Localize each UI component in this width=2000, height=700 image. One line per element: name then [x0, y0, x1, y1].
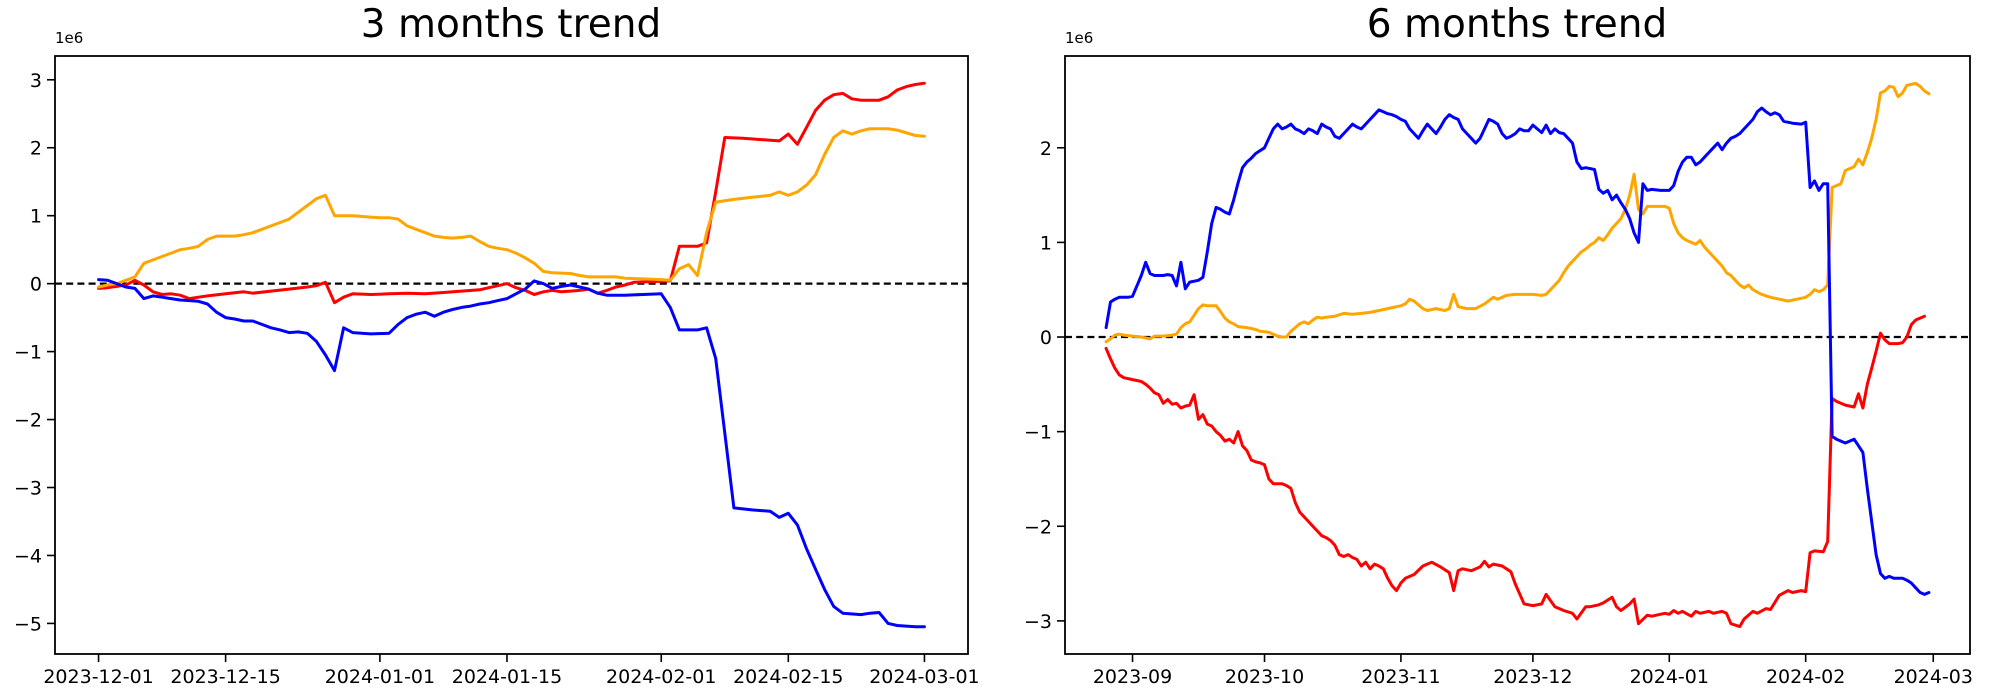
y-tick-label: 3 [30, 70, 42, 92]
y-tick-label: −4 [14, 545, 42, 567]
y-axis-offset-label-right: 1e6 [1065, 29, 1094, 47]
y-tick-label: −2 [1024, 516, 1052, 538]
y-tick-label: 1 [1040, 232, 1052, 254]
x-tick-label: 2024-03 [1894, 666, 1973, 688]
axes-border [54, 55, 969, 655]
y-tick-label: −3 [14, 478, 42, 500]
chart-title-3-months: 3 months trend [360, 2, 662, 47]
x-tick-label: 2023-11 [1361, 666, 1440, 688]
y-tick-label: −5 [14, 613, 42, 635]
series-line-blue [97, 278, 926, 629]
x-tick-label: 2024-02-01 [606, 666, 716, 688]
axes-border [1064, 55, 1971, 655]
series-line-red [97, 81, 926, 305]
x-tick-label: 2024-03-01 [869, 666, 979, 688]
x-tick-label: 2023-12 [1493, 666, 1572, 688]
series-line-orange [1104, 81, 1931, 344]
y-tick-label: 1 [30, 206, 42, 228]
y-tick-label: −2 [14, 410, 42, 432]
y-tick-label: 2 [30, 138, 42, 160]
chart-title-6-months: 6 months trend [1366, 2, 1668, 47]
y-tick-label: −1 [1024, 422, 1052, 444]
y-tick-label: −3 [1024, 611, 1052, 633]
y-tick-label: −1 [14, 342, 42, 364]
series-line-orange [97, 127, 926, 289]
x-tick-label: 2023-12-01 [43, 666, 153, 688]
y-tick-label: 0 [1040, 327, 1052, 349]
series-line-red [1104, 314, 1926, 629]
y-tick-label: 0 [30, 274, 42, 296]
x-tick-label: 2023-12-15 [170, 666, 280, 688]
x-tick-label: 2024-01 [1630, 666, 1709, 688]
y-tick-label: 2 [1040, 138, 1052, 160]
x-tick-label: 2024-01-01 [325, 666, 435, 688]
x-tick-label: 2024-02-15 [733, 666, 843, 688]
y-axis-offset-label-left: 1e6 [55, 29, 84, 47]
x-tick-label: 2023-10 [1225, 666, 1304, 688]
x-tick-label: 2023-09 [1093, 666, 1172, 688]
x-tick-label: 2024-02 [1766, 666, 1845, 688]
series-line-blue [1104, 106, 1931, 596]
x-tick-label: 2024-01-15 [452, 666, 562, 688]
